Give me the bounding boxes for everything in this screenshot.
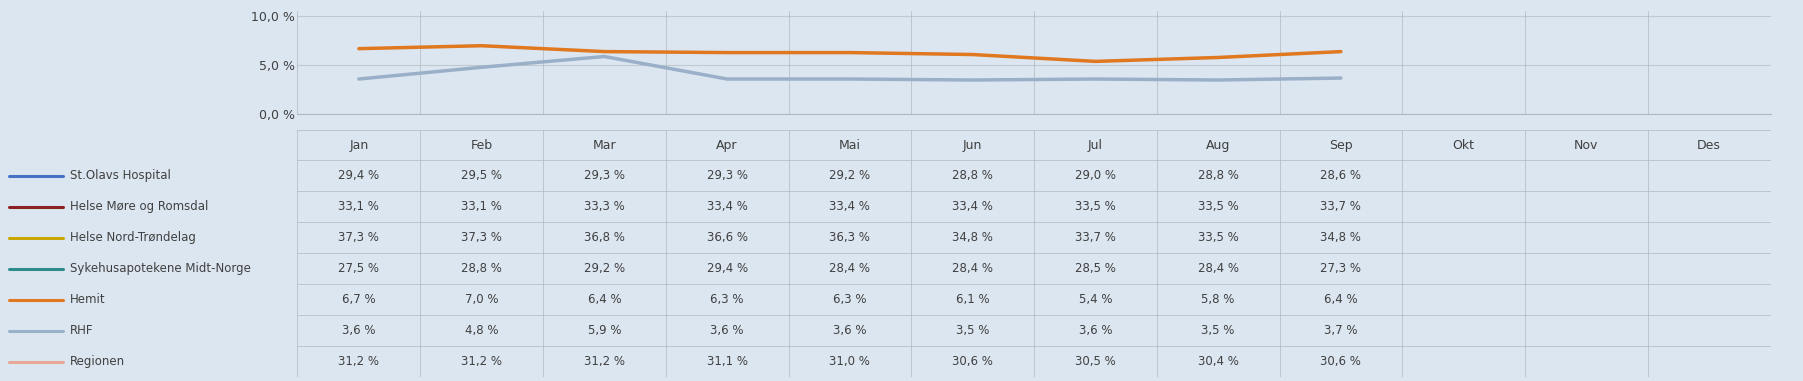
Text: 29,2 %: 29,2 % xyxy=(584,263,626,275)
Text: 6,4 %: 6,4 % xyxy=(588,293,622,306)
Text: 36,6 %: 36,6 % xyxy=(707,231,748,244)
Text: 3,5 %: 3,5 % xyxy=(956,324,990,337)
Text: 30,6 %: 30,6 % xyxy=(952,355,993,368)
Text: 33,1 %: 33,1 % xyxy=(462,200,501,213)
Text: 28,4 %: 28,4 % xyxy=(829,263,871,275)
Text: 33,7 %: 33,7 % xyxy=(1075,231,1116,244)
Text: 7,0 %: 7,0 % xyxy=(465,293,498,306)
Text: Feb: Feb xyxy=(471,139,492,152)
Text: 33,7 %: 33,7 % xyxy=(1320,200,1361,213)
Text: 33,1 %: 33,1 % xyxy=(339,200,379,213)
Text: 28,8 %: 28,8 % xyxy=(952,170,993,182)
Text: 27,5 %: 27,5 % xyxy=(339,263,379,275)
Text: Mai: Mai xyxy=(838,139,860,152)
Text: Nov: Nov xyxy=(1574,139,1599,152)
Text: 28,4 %: 28,4 % xyxy=(1197,263,1239,275)
Text: 27,3 %: 27,3 % xyxy=(1320,263,1361,275)
Text: 6,1 %: 6,1 % xyxy=(956,293,990,306)
Text: RHF: RHF xyxy=(70,324,94,337)
Text: 5,4 %: 5,4 % xyxy=(1078,293,1112,306)
Text: 28,8 %: 28,8 % xyxy=(1197,170,1239,182)
Text: 28,8 %: 28,8 % xyxy=(462,263,501,275)
Text: 3,5 %: 3,5 % xyxy=(1201,324,1235,337)
Text: 29,4 %: 29,4 % xyxy=(339,170,379,182)
Text: 4,8 %: 4,8 % xyxy=(465,324,498,337)
Text: 29,4 %: 29,4 % xyxy=(707,263,748,275)
Text: 30,4 %: 30,4 % xyxy=(1197,355,1239,368)
Text: 33,5 %: 33,5 % xyxy=(1197,231,1239,244)
Text: 31,2 %: 31,2 % xyxy=(462,355,501,368)
Text: 6,7 %: 6,7 % xyxy=(343,293,375,306)
Text: 34,8 %: 34,8 % xyxy=(952,231,993,244)
Text: Helse Møre og Romsdal: Helse Møre og Romsdal xyxy=(70,200,209,213)
Text: Des: Des xyxy=(1697,139,1722,152)
Text: 28,5 %: 28,5 % xyxy=(1075,263,1116,275)
Text: Aug: Aug xyxy=(1206,139,1230,152)
Text: 29,3 %: 29,3 % xyxy=(584,170,626,182)
Text: 33,4 %: 33,4 % xyxy=(707,200,748,213)
Text: 6,4 %: 6,4 % xyxy=(1323,293,1358,306)
Text: 31,2 %: 31,2 % xyxy=(339,355,379,368)
Text: 36,3 %: 36,3 % xyxy=(829,231,871,244)
Text: 31,1 %: 31,1 % xyxy=(707,355,748,368)
Text: 3,6 %: 3,6 % xyxy=(710,324,745,337)
Text: 5,8 %: 5,8 % xyxy=(1201,293,1235,306)
Text: 33,4 %: 33,4 % xyxy=(829,200,871,213)
Text: Jan: Jan xyxy=(350,139,368,152)
Text: 31,0 %: 31,0 % xyxy=(829,355,871,368)
Text: 30,6 %: 30,6 % xyxy=(1320,355,1361,368)
Text: 5,9 %: 5,9 % xyxy=(588,324,620,337)
Text: 29,2 %: 29,2 % xyxy=(829,170,871,182)
Text: 29,5 %: 29,5 % xyxy=(462,170,501,182)
Text: Mar: Mar xyxy=(593,139,617,152)
Text: Jun: Jun xyxy=(963,139,983,152)
Text: 3,6 %: 3,6 % xyxy=(343,324,375,337)
Text: 34,8 %: 34,8 % xyxy=(1320,231,1361,244)
Text: 37,3 %: 37,3 % xyxy=(462,231,501,244)
Text: 33,5 %: 33,5 % xyxy=(1197,200,1239,213)
Text: 33,5 %: 33,5 % xyxy=(1075,200,1116,213)
Text: Sep: Sep xyxy=(1329,139,1352,152)
Text: 28,6 %: 28,6 % xyxy=(1320,170,1361,182)
Text: Sykehusapotekene Midt-Norge: Sykehusapotekene Midt-Norge xyxy=(70,263,251,275)
Text: Hemit: Hemit xyxy=(70,293,106,306)
Text: 28,4 %: 28,4 % xyxy=(952,263,993,275)
Text: 33,3 %: 33,3 % xyxy=(584,200,626,213)
Text: 3,7 %: 3,7 % xyxy=(1323,324,1358,337)
Text: Okt: Okt xyxy=(1453,139,1475,152)
Text: 6,3 %: 6,3 % xyxy=(833,293,867,306)
Text: 6,3 %: 6,3 % xyxy=(710,293,745,306)
Text: Apr: Apr xyxy=(716,139,737,152)
Text: 33,4 %: 33,4 % xyxy=(952,200,993,213)
Text: 31,2 %: 31,2 % xyxy=(584,355,626,368)
Text: 3,6 %: 3,6 % xyxy=(833,324,867,337)
Text: 3,6 %: 3,6 % xyxy=(1078,324,1112,337)
Text: Helse Nord-Trøndelag: Helse Nord-Trøndelag xyxy=(70,231,197,244)
Text: 37,3 %: 37,3 % xyxy=(339,231,379,244)
Text: 30,5 %: 30,5 % xyxy=(1075,355,1116,368)
Text: 29,3 %: 29,3 % xyxy=(707,170,748,182)
Text: 29,0 %: 29,0 % xyxy=(1075,170,1116,182)
Text: Jul: Jul xyxy=(1087,139,1103,152)
Text: St.Olavs Hospital: St.Olavs Hospital xyxy=(70,170,171,182)
Text: Regionen: Regionen xyxy=(70,355,126,368)
Text: 36,8 %: 36,8 % xyxy=(584,231,626,244)
